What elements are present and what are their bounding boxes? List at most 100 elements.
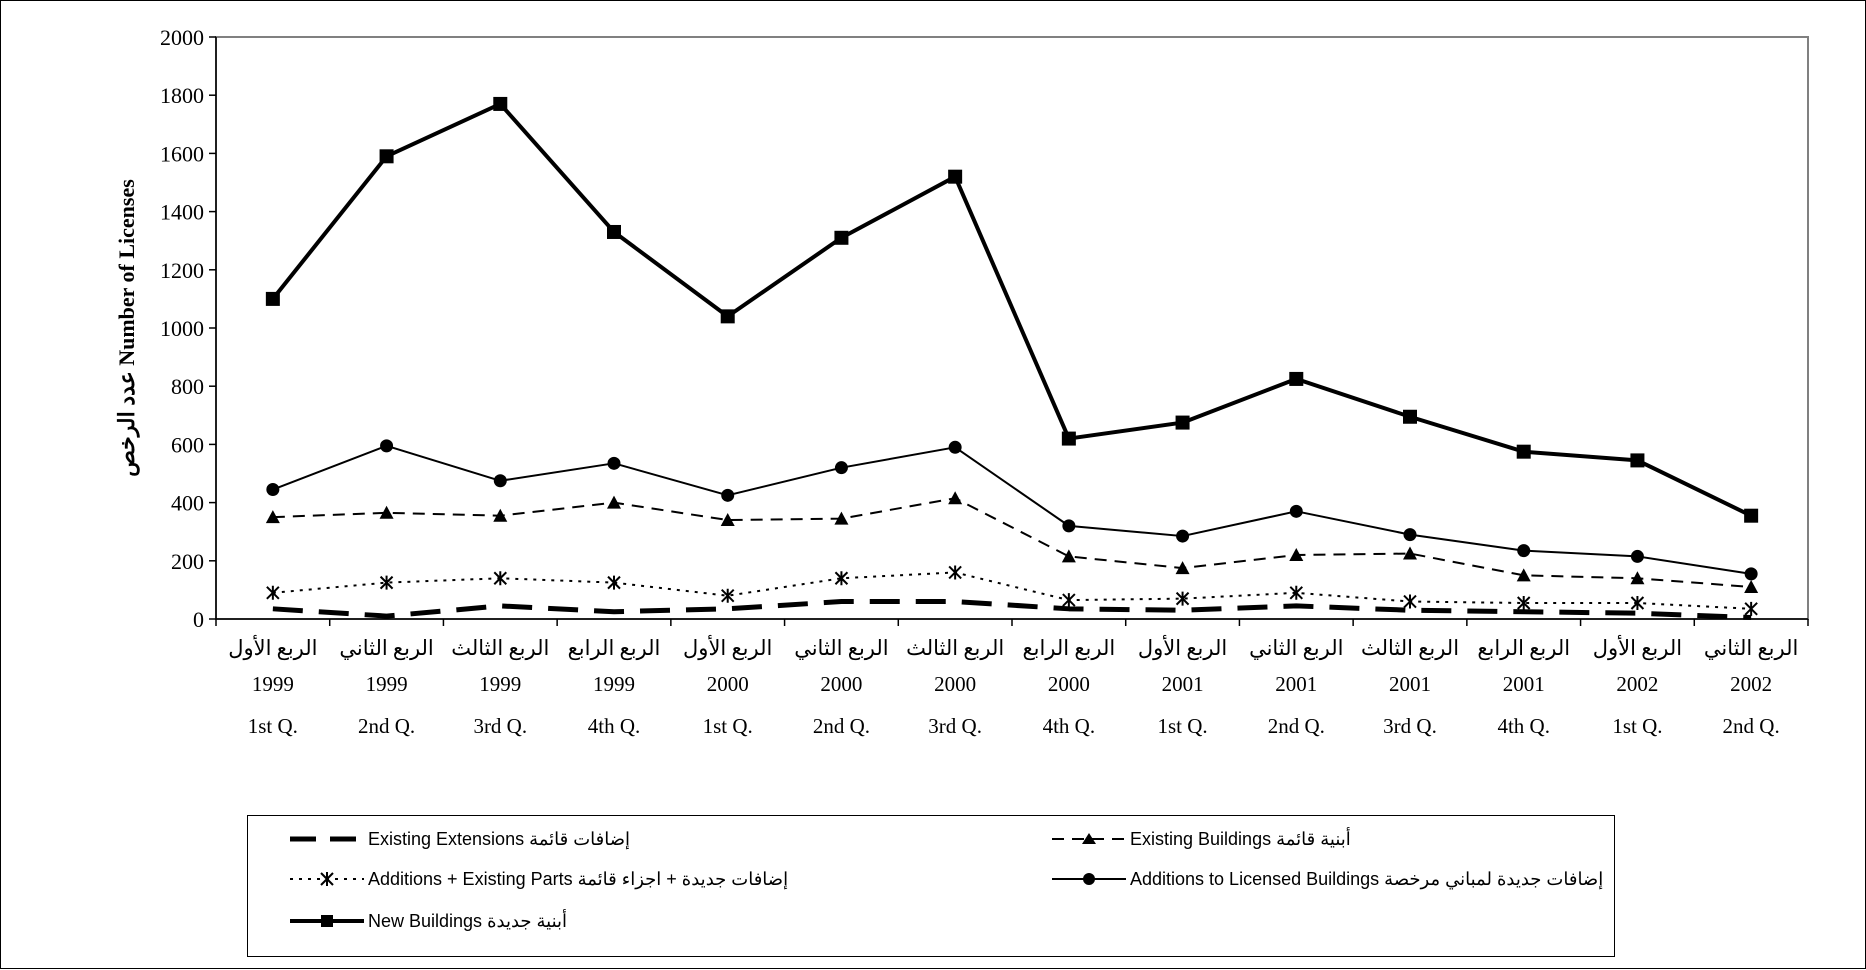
legend-swatch-additions-existing-parts [290, 872, 364, 886]
data-point-additions_licensed [1517, 544, 1531, 558]
data-point-additions_licensed [1403, 528, 1417, 542]
x-tick-label-quarter-ar: الربع الثالث [1361, 636, 1459, 661]
y-tick-label: 0 [193, 607, 204, 632]
x-tick-label-quarter-ar: الربع الأول [683, 634, 772, 661]
x-tick-label-quarter-en: 1st Q. [703, 714, 753, 738]
x-tick-label-quarter-en: 3rd Q. [928, 714, 982, 738]
data-point-additions_licensed [607, 456, 621, 470]
legend-swatch-existing-extensions [290, 836, 364, 842]
data-point-additions_existing_parts [1062, 593, 1076, 608]
data-point-existing_buildings [1630, 571, 1645, 585]
y-tick-label: 1600 [160, 141, 204, 166]
x-tick-label-year: 2002 [1616, 672, 1658, 696]
legend-label-new-buildings: New Buildings أبنية جديدة [368, 910, 568, 931]
data-point-new_buildings [607, 224, 621, 239]
x-tick-label-year: 2000 [934, 672, 976, 696]
y-tick-label: 1400 [160, 200, 204, 225]
x-tick-label-quarter-ar: الربع الأول [1138, 634, 1227, 661]
x-tick-label-quarter-en: 3rd Q. [1383, 714, 1437, 738]
legend-item-existing-extensions: Existing Extensions إضافات قائمة [288, 824, 630, 854]
data-point-additions_licensed [1176, 529, 1190, 543]
legend-swatch-existing-buildings [1052, 833, 1126, 844]
x-tick-label-quarter-ar: الربع الثاني [1704, 636, 1798, 661]
data-point-additions_licensed [1289, 504, 1303, 518]
x-tick-label-year: 1999 [593, 672, 635, 696]
data-point-existing_buildings [1403, 546, 1417, 560]
x-tick-label-quarter-en: 3rd Q. [473, 714, 527, 738]
data-point-additions_licensed [1062, 519, 1076, 533]
data-point-additions_existing_parts [834, 571, 849, 586]
x-tick-label-quarter-en: 2nd Q. [1723, 714, 1780, 738]
x-tick-label-quarter-ar: الربع الثاني [1249, 636, 1343, 661]
data-point-additions_licensed [1744, 567, 1758, 581]
series-line-new_buildings [271, 101, 1753, 518]
x-tick-label-quarter-en: 1st Q. [1612, 714, 1662, 738]
data-point-additions_existing_parts [1744, 601, 1758, 616]
legend-item-existing-buildings: Existing Buildings أبنية قائمة [1050, 824, 1351, 854]
x-tick-label-year: 2002 [1730, 672, 1772, 696]
x-tick-label-quarter-ar: الربع الرابع [1477, 636, 1570, 661]
legend-item-additions-existing-parts: Additions + Existing Parts إضافات جديدة … [288, 864, 788, 894]
y-tick-label: 1200 [160, 258, 204, 283]
y-axis-label: عدد الرخص Number of Licenses [114, 179, 140, 477]
data-point-additions_licensed [834, 461, 848, 475]
legend-label-existing-extensions: Existing Extensions إضافات قائمة [368, 828, 631, 849]
data-point-additions_existing_parts [493, 571, 507, 586]
x-tick-label-year: 2000 [707, 672, 749, 696]
y-tick-label: 1800 [160, 83, 204, 108]
data-point-existing_buildings [1516, 568, 1531, 582]
data-point-new_buildings [265, 291, 280, 306]
data-point-additions_existing_parts [266, 585, 280, 600]
data-point-additions_existing_parts [1517, 595, 1531, 610]
x-tick-label-quarter-ar: الربع الثالث [451, 636, 549, 661]
series-line-existing_extensions [272, 599, 1752, 621]
y-tick-label: 2000 [160, 25, 204, 50]
x-tick-label-quarter-ar: الربع الرابع [568, 636, 661, 661]
data-point-new_buildings [1516, 444, 1531, 459]
data-point-additions_existing_parts [379, 575, 394, 590]
x-tick-label-quarter-en: 2nd Q. [813, 714, 870, 738]
data-point-additions_licensed [948, 440, 962, 454]
x-tick-label-year: 1999 [252, 672, 294, 696]
data-point-additions_existing_parts [607, 575, 621, 590]
data-point-existing_buildings [1289, 547, 1304, 561]
data-point-additions_licensed [721, 488, 735, 502]
legend-label-existing-buildings: Existing Buildings أبنية قائمة [1130, 828, 1351, 849]
data-point-new_buildings [1630, 453, 1645, 468]
legend: Existing Extensions إضافات قائمة Existin… [247, 815, 1615, 957]
data-point-existing_buildings [265, 510, 280, 524]
x-tick-label-year: 2001 [1389, 672, 1431, 696]
x-tick-label-quarter-ar: الربع الثالث [906, 636, 1004, 661]
x-tick-label-quarter-en: 1st Q. [1157, 714, 1207, 738]
x-tick-label-quarter-en: 4th Q. [588, 714, 641, 738]
data-point-new_buildings [720, 309, 735, 324]
data-point-new_buildings [1175, 415, 1190, 430]
series-line-existing_buildings [272, 497, 1752, 588]
y-tick-label: 800 [171, 374, 204, 399]
x-tick-label-year: 1999 [479, 672, 521, 696]
data-point-new_buildings [834, 230, 849, 245]
x-tick-label-year: 2001 [1275, 672, 1317, 696]
legend-item-new-buildings: New Buildings أبنية جديدة [288, 906, 567, 936]
data-point-existing_buildings [948, 491, 963, 505]
data-point-new_buildings [1289, 371, 1304, 386]
data-point-existing_buildings [607, 495, 621, 509]
data-point-new_buildings [948, 169, 963, 184]
data-point-existing_buildings [834, 511, 849, 525]
data-point-existing_buildings [1744, 579, 1759, 593]
y-tick-label: 600 [171, 432, 204, 457]
x-tick-label-year: 2001 [1503, 672, 1545, 696]
x-tick-label-quarter-en: 2nd Q. [1268, 714, 1325, 738]
x-tick-label-year: 2000 [820, 672, 862, 696]
data-point-new_buildings [379, 149, 394, 164]
x-tick-label-quarter-ar: الربع الرابع [1022, 636, 1115, 661]
x-tick-label-quarter-en: 4th Q. [1043, 714, 1096, 738]
legend-label-additions-licensed: Additions to Licensed Buildings إضافات ج… [1130, 868, 1604, 889]
data-point-existing_buildings [379, 505, 394, 519]
data-point-new_buildings [493, 96, 508, 111]
data-point-additions_existing_parts [1630, 595, 1645, 610]
data-point-new_buildings [1061, 431, 1076, 446]
data-point-existing_buildings [1175, 561, 1190, 575]
